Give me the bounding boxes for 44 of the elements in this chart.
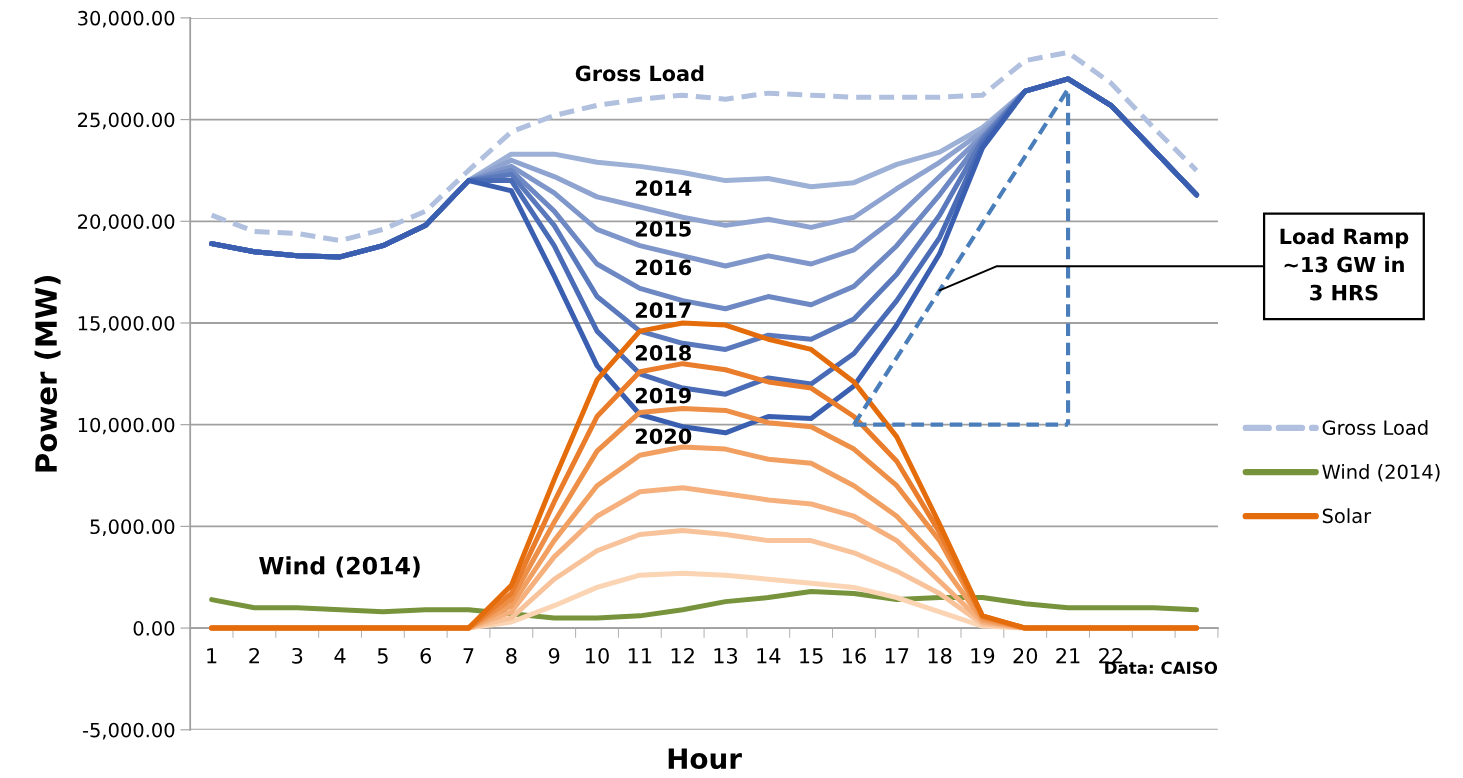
x-tick-label: 5 (377, 648, 388, 664)
annotation: 2019 (635, 387, 691, 404)
x-tick-label: 17 (885, 648, 909, 664)
annotation: 2020 (635, 428, 692, 445)
annotation: 2018 (635, 345, 691, 361)
annotation: Wind (2014) (259, 556, 420, 578)
annotation: 2014 (635, 180, 692, 197)
x-tick-label: 19 (971, 647, 995, 664)
x-tick-label: 12 (671, 647, 694, 664)
x-tick-label: 3 (292, 647, 303, 664)
x-axis-title: Hour (668, 748, 742, 770)
y-tick-label: 10,000.00 (78, 417, 175, 435)
x-tick-label: 6 (420, 647, 432, 664)
x-tick-label: 4 (334, 648, 346, 664)
legend-label: Wind (2014) (1322, 464, 1440, 482)
x-tick-label: 21 (1056, 647, 1080, 664)
x-tick-label: 10 (586, 647, 609, 664)
x-tick-label: 14 (757, 648, 781, 664)
x-tick-label: 16 (842, 647, 866, 664)
y-tick-label: 25,000.00 (78, 112, 175, 130)
annotation: Load Ramp ~13 GW in 3 HRS (1280, 228, 1409, 301)
annotation: 2015 (635, 220, 691, 237)
y-tick-label: 0.00 (133, 621, 175, 636)
x-tick-label: 15 (800, 648, 823, 664)
y-tick-label: 20,000.00 (78, 214, 175, 231)
y-tick-label: 15,000.00 (78, 315, 175, 333)
legend-label: Gross Load (1322, 419, 1428, 436)
annotation: Gross Load (575, 65, 704, 82)
annotation: 2017 (635, 302, 691, 319)
y-axis-title: Power (MW) (34, 276, 61, 472)
y-tick-label: -5,000.00 (82, 722, 175, 740)
x-tick-label: 8 (506, 647, 517, 664)
x-tick-label: 11 (628, 648, 652, 664)
y-tick-label: 5,000.00 (90, 519, 175, 537)
x-tick-label: 1 (207, 648, 217, 664)
legend-label: Solar (1322, 508, 1372, 524)
x-tick-label: 9 (548, 647, 560, 664)
x-tick-label: 18 (928, 647, 952, 664)
x-tick-label: 2 (249, 647, 259, 664)
annotation: 2016 (635, 259, 692, 276)
x-tick-label: 7 (463, 648, 474, 664)
y-tick-label: 30,000.00 (78, 10, 175, 28)
x-tick-label: 20 (1013, 647, 1038, 664)
x-tick-label: 13 (714, 647, 738, 664)
